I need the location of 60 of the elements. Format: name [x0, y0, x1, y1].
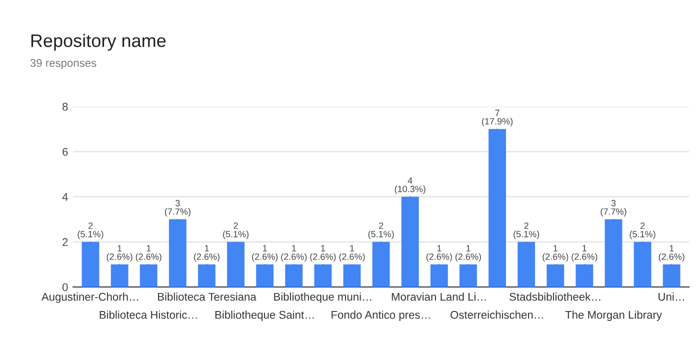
- x-tick-label: Bibliotheque Saint…: [215, 310, 314, 321]
- data-label: 3 (7.7%): [164, 200, 190, 217]
- bar: [343, 264, 361, 287]
- x-tick-label: Osterreichischen…: [450, 310, 544, 319]
- x-tick-label: Augustiner-Chorh…: [41, 292, 138, 303]
- bar: [604, 219, 622, 287]
- y-tick-label: 6: [62, 148, 68, 156]
- bar: [168, 219, 186, 287]
- data-label: 1 (2.6%): [658, 245, 684, 262]
- data-label: 1 (2.6%): [194, 245, 220, 262]
- data-label: 1 (2.6%): [426, 245, 452, 262]
- y-tick-label: 0: [62, 283, 68, 292]
- data-label: 2 (5.1%): [368, 222, 394, 240]
- data-label: 2 (5.1%): [78, 222, 104, 240]
- data-label: 2 (5.1%): [223, 222, 249, 240]
- bar: [82, 242, 100, 287]
- x-tick-label: Bibliotheque muni…: [274, 292, 372, 303]
- y-tick-label: 8: [62, 102, 68, 111]
- chart-subtitle: 39 responses: [30, 59, 96, 70]
- data-label: 2 (5.1%): [514, 222, 540, 240]
- data-label: 1 (2.6%): [339, 245, 365, 262]
- data-label: 4 (10.3%): [394, 177, 426, 194]
- bar: [518, 242, 536, 287]
- data-label: 1 (2.6%): [455, 245, 481, 262]
- x-tick-label: Uni…: [658, 292, 684, 301]
- bar: [285, 264, 303, 287]
- bar: [401, 196, 419, 287]
- bar: [256, 264, 274, 287]
- x-tick-label: Moravian Land Li…: [392, 292, 486, 301]
- x-tick-label: Biblioteca Historic…: [100, 310, 197, 319]
- bar: [576, 264, 594, 287]
- data-label: 3 (7.7%): [600, 200, 626, 217]
- bar: [198, 264, 216, 287]
- bar: [110, 264, 128, 287]
- chart-title: Repository name: [31, 34, 166, 51]
- x-tick-label: Stadsbibliotheek…: [510, 292, 600, 301]
- data-label: 1 (2.6%): [572, 245, 598, 262]
- bar: [314, 264, 332, 287]
- bar: [227, 242, 245, 287]
- data-label: 2 (5.1%): [630, 222, 656, 240]
- bar: [488, 129, 506, 287]
- bar: [546, 264, 564, 287]
- bar: [430, 264, 448, 287]
- bar: [662, 264, 680, 287]
- data-label: 1 (2.6%): [281, 245, 307, 262]
- y-tick-label: 2: [62, 238, 68, 246]
- y-tick-label: 4: [62, 193, 68, 201]
- bar: [634, 242, 652, 287]
- data-label: 1 (2.6%): [542, 245, 568, 262]
- data-label: 1 (2.6%): [310, 245, 336, 262]
- data-label: 7 (17.9%): [482, 110, 513, 126]
- bar: [372, 242, 390, 287]
- bar: [140, 264, 158, 287]
- bar: [460, 264, 477, 287]
- x-tick-label: Fondo Antico pres…: [332, 310, 430, 321]
- x-tick-label: Biblioteca Teresiana: [158, 292, 256, 301]
- x-tick-label: The Morgan Library: [565, 310, 662, 321]
- data-label: 1 (2.6%): [136, 245, 162, 262]
- data-label: 1 (2.6%): [252, 245, 278, 262]
- data-label: 1 (2.6%): [106, 245, 132, 262]
